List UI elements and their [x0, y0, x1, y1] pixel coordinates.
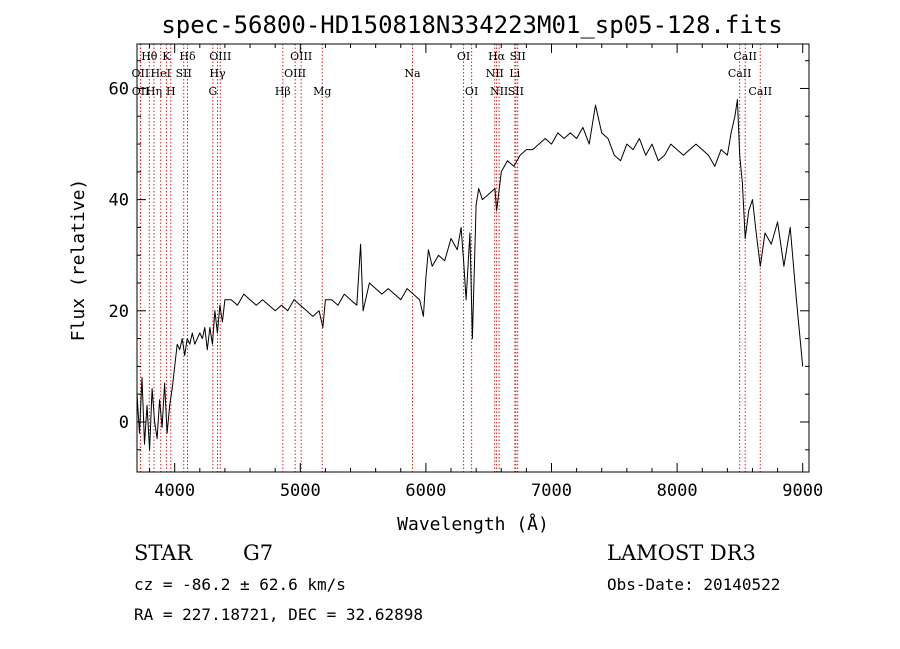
- line-label-5: K: [162, 50, 171, 63]
- x-tick-label-4000: 4000: [154, 481, 195, 501]
- line-label-21: NII: [490, 85, 508, 98]
- line-label-13: OIII: [284, 67, 306, 80]
- line-label-24: SII: [510, 50, 526, 63]
- line-label-19: NII: [486, 67, 504, 80]
- y-tick-label-0: 0: [119, 413, 129, 433]
- line-label-27: CaII: [748, 85, 772, 98]
- survey-name: LAMOST DR3: [607, 541, 756, 565]
- line-label-9: OIII: [209, 50, 231, 63]
- line-label-22: Li: [509, 67, 520, 80]
- spectral-line-markers: [139, 44, 761, 472]
- x-tick-label-6000: 6000: [405, 481, 446, 501]
- x-tick-label-9000: 9000: [782, 481, 823, 501]
- plot-area: [136, 99, 804, 451]
- redshift-cz: cz = -86.2 ± 62.6 km/s: [134, 575, 346, 594]
- line-label-6: H: [166, 85, 176, 98]
- y-tick-label-20: 20: [109, 302, 129, 322]
- object-subclass: G7: [243, 541, 273, 565]
- observation-date: Obs-Date: 20140522: [607, 575, 780, 594]
- line-label-20: Hα: [488, 50, 506, 63]
- line-label-4: HeI: [151, 67, 171, 80]
- coordinates: RA = 227.18721, DEC = 32.62898: [134, 605, 423, 624]
- y-tick-label-60: 60: [109, 79, 129, 99]
- line-label-10: Hγ: [209, 67, 226, 80]
- x-tick-label-5000: 5000: [280, 481, 321, 501]
- plot-frame: [136, 43, 810, 473]
- spectrum-line-0: [136, 99, 804, 451]
- line-label-15: Mg: [313, 85, 331, 98]
- line-label-11: G: [208, 85, 217, 98]
- line-label-3: Hη: [146, 85, 162, 98]
- x-tick-label-8000: 8000: [657, 481, 698, 501]
- line-label-0: Hθ: [141, 50, 158, 63]
- line-label-14: OIII: [290, 50, 312, 63]
- line-label-25: CaII: [728, 67, 752, 80]
- chart-title: spec-56800-HD150818N334223M01_sp05-128.f…: [161, 11, 782, 39]
- object-class: STAR: [134, 541, 193, 565]
- line-label-23: SII: [508, 85, 524, 98]
- line-label-8: Hδ: [179, 50, 196, 63]
- axes: 4000 5000 6000 7000 8000 9000 0 20 40 60: [109, 44, 823, 501]
- line-label-7: SII: [176, 67, 192, 80]
- line-label-16: Na: [404, 67, 421, 80]
- line-label-12: Hβ: [275, 85, 291, 98]
- y-tick-label-40: 40: [109, 191, 129, 211]
- line-label-26: CaII: [733, 50, 757, 63]
- x-tick-label-7000: 7000: [531, 481, 572, 501]
- line-label-1: OII: [132, 67, 150, 80]
- x-axis-label: Wavelength (Å): [397, 513, 549, 535]
- line-label-18: OI: [465, 85, 478, 98]
- y-axis-label: Flux (relative): [68, 179, 89, 342]
- line-label-17: OI: [457, 50, 470, 63]
